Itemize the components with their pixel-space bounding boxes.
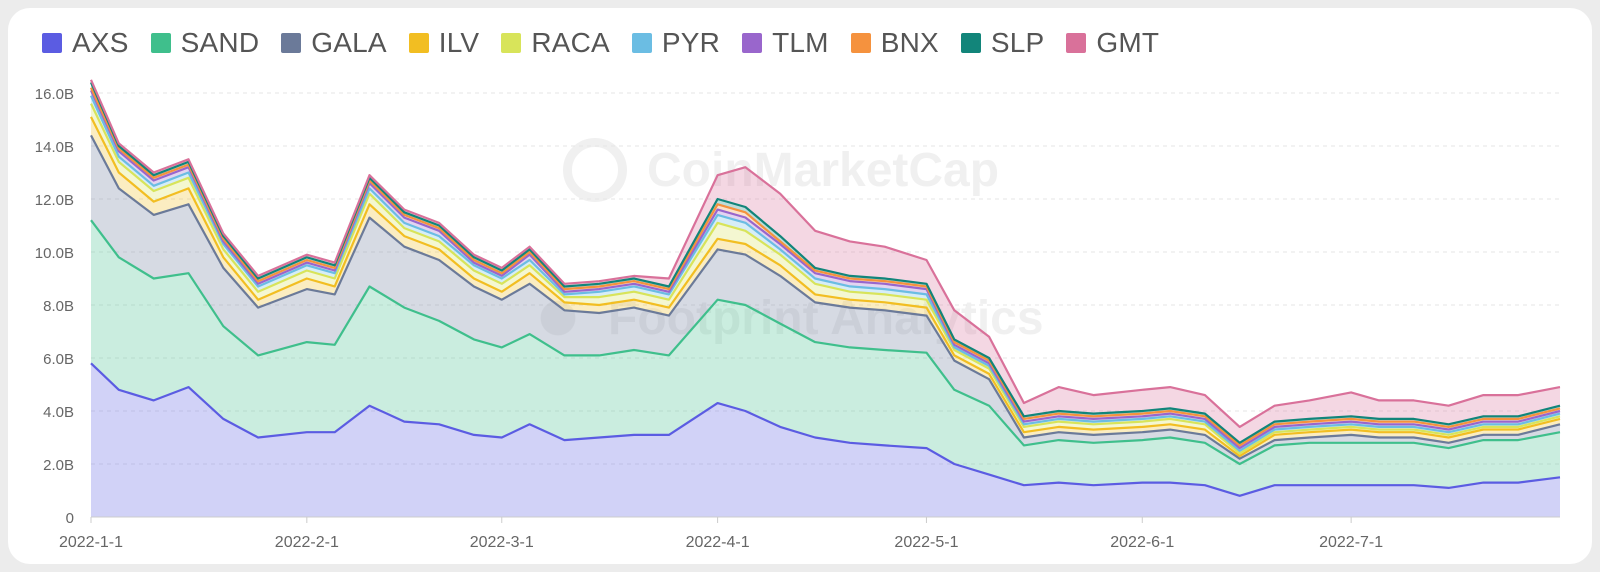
legend-label: GALA <box>311 27 387 58</box>
legend-swatch <box>960 33 981 53</box>
y-tick-label: 8.0B <box>43 298 74 315</box>
legend-item-bnx[interactable]: BNX <box>850 27 939 59</box>
legend-label: SLP <box>990 27 1045 58</box>
x-tick-label: 2022-3-1 <box>470 534 534 551</box>
y-tick-label: 10.0B <box>35 245 74 262</box>
y-tick-label: 12.0B <box>35 192 74 209</box>
coinmarketcap-logo-icon <box>563 138 627 202</box>
legend-swatch <box>42 33 62 53</box>
legend-swatch <box>501 33 522 53</box>
legend-item-gmt[interactable]: GMT <box>1066 27 1159 59</box>
line-axs <box>90 362 1561 497</box>
legend-label: GMT <box>1096 27 1160 58</box>
x-tick-label: 2022-2-1 <box>275 534 339 551</box>
y-tick-label: 14.0B <box>35 139 74 156</box>
line-tlm <box>89 89 1561 450</box>
legend-item-sand[interactable]: SAND <box>150 27 260 59</box>
y-axis: 0 2.0B 4.0B 6.0B 8.0B 10.0B 12.0B 14.0B 16.0B <box>35 86 74 527</box>
y-tick-label: 6.0B <box>43 351 74 368</box>
legend-label: SAND <box>180 27 260 58</box>
legend-swatch <box>281 33 302 53</box>
x-axis: 2022-1-1 2022-2-1 2022-3-1 2022-4-1 2022-5-1… <box>59 516 1560 551</box>
y-tick-label: 4.0B <box>43 404 74 421</box>
chart-legend: AXS SAND GALA ILV RACA PYR TLM BNX SLP GMT <box>42 26 1181 60</box>
legend-swatch <box>408 33 429 53</box>
legend-swatch <box>150 33 171 53</box>
legend-swatch <box>742 33 763 53</box>
legend-label: ILV <box>438 27 480 58</box>
legend-item-ilv[interactable]: ILV <box>408 27 480 59</box>
legend-swatch <box>1066 33 1087 53</box>
line-bnx <box>89 87 1561 447</box>
line-raca <box>90 103 1561 455</box>
legend-label: TLM <box>772 27 829 58</box>
chart-areas <box>91 79 1560 517</box>
y-tick-label: 16.0B <box>35 86 74 103</box>
legend-label: PYR <box>661 27 721 58</box>
stacked-area-chart: 0 2.0B 4.0B 6.0B 8.0B 10.0B 12.0B 14.0B 16.0B 20… <box>35 79 1561 551</box>
line-pyr <box>89 95 1561 452</box>
y-tick-label: 0 <box>66 510 74 527</box>
legend-label: RACA <box>531 27 610 58</box>
legend-swatch <box>631 33 652 53</box>
line-slp <box>89 81 1561 444</box>
x-tick-label: 2022-7-1 <box>1319 534 1383 551</box>
chart-card: AXS SAND GALA ILV RACA PYR TLM BNX SLP GMT CoinMa… <box>8 8 1592 564</box>
chart-lines <box>89 79 1561 497</box>
legend-label: AXS <box>72 27 129 58</box>
legend-swatch <box>850 33 871 53</box>
area-gmt <box>91 79 1560 443</box>
line-sand <box>90 219 1561 466</box>
legend-item-raca[interactable]: RACA <box>501 27 610 59</box>
line-ilv <box>90 116 1561 458</box>
legend-item-slp[interactable]: SLP <box>960 27 1045 59</box>
x-tick-label: 2022-1-1 <box>59 534 123 551</box>
area-sand <box>91 220 1560 496</box>
chart-grid <box>91 92 1560 465</box>
line-gmt <box>89 79 1561 428</box>
legend-label: BNX <box>880 27 939 58</box>
y-tick-label: 2.0B <box>43 457 74 474</box>
legend-item-gala[interactable]: GALA <box>281 27 387 59</box>
x-tick-label: 2022-6-1 <box>1110 534 1174 551</box>
legend-item-tlm[interactable]: TLM <box>742 27 829 59</box>
watermark-text-1: CoinMarketCap <box>647 143 1000 197</box>
line-gala <box>90 134 1561 460</box>
x-tick-label: 2022-4-1 <box>686 534 750 551</box>
watermark-coinmarketcap: CoinMarketCap <box>563 138 999 202</box>
legend-item-axs[interactable]: AXS <box>42 27 129 59</box>
x-tick-label: 2022-5-1 <box>894 534 958 551</box>
legend-item-pyr[interactable]: PYR <box>631 27 721 59</box>
